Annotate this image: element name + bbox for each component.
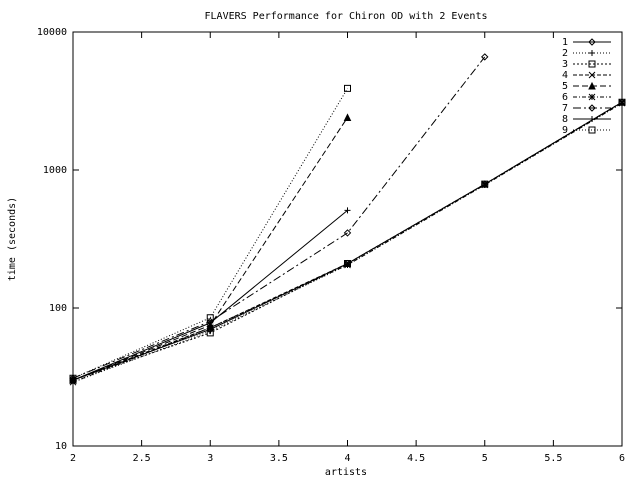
plot-frame — [72, 31, 623, 447]
legend-marker — [589, 116, 595, 122]
x-tick-label: 3.5 — [270, 453, 288, 464]
legend-label: 2 — [562, 48, 568, 59]
x-tick-label: 3 — [207, 453, 213, 464]
marker — [343, 113, 352, 122]
marker — [206, 314, 214, 322]
x-tick-label: 6 — [619, 453, 625, 464]
x-tick-label: 5.5 — [544, 453, 562, 464]
marker — [343, 229, 352, 237]
x-tick-label: 2.5 — [133, 453, 151, 464]
legend-label: 9 — [562, 125, 568, 136]
legend-marker — [588, 104, 596, 112]
y-tick-label: 10000 — [37, 27, 67, 38]
marker — [344, 84, 351, 92]
marker — [481, 53, 489, 61]
series-line — [72, 117, 348, 381]
marker — [206, 329, 214, 337]
series-line — [72, 209, 348, 381]
x-axis-label: artists — [325, 467, 367, 478]
marker — [344, 261, 351, 269]
marker — [69, 374, 77, 382]
y-tick-label: 10 — [55, 441, 67, 452]
series-line — [72, 88, 348, 379]
series-line — [72, 56, 486, 379]
chart-title: FLAVERS Performance for Chiron OD with 2… — [205, 11, 488, 22]
legend-marker — [589, 50, 595, 56]
legend-marker — [588, 81, 596, 90]
x-tick-label: 5 — [482, 453, 488, 464]
series-line — [72, 101, 623, 381]
series-line — [72, 102, 623, 383]
legend-label: 3 — [562, 59, 568, 70]
x-tick-label: 2 — [70, 453, 76, 464]
x-tick-label: 4.5 — [407, 453, 425, 464]
legend-marker — [588, 71, 596, 79]
y-axis-label: time (seconds) — [7, 197, 18, 281]
marker — [206, 324, 214, 332]
series-line — [72, 102, 623, 383]
y-tick-label: 1000 — [43, 165, 67, 176]
x-tick-label: 4 — [344, 453, 350, 464]
legend-label: 5 — [562, 81, 568, 92]
y-tick-label: 100 — [49, 303, 67, 314]
marker — [344, 207, 351, 214]
legend-marker — [588, 60, 596, 68]
legend-marker — [588, 38, 596, 46]
legend-label: 6 — [562, 92, 568, 103]
series-line — [72, 101, 623, 381]
legend-label: 7 — [562, 103, 568, 114]
legend-label: 8 — [562, 114, 568, 125]
legend-label: 4 — [562, 70, 568, 81]
legend-marker — [588, 93, 596, 101]
marker — [618, 99, 626, 107]
legend-label: 1 — [562, 37, 568, 48]
series-line — [72, 101, 623, 381]
legend-marker — [588, 126, 596, 134]
marker — [481, 181, 489, 189]
